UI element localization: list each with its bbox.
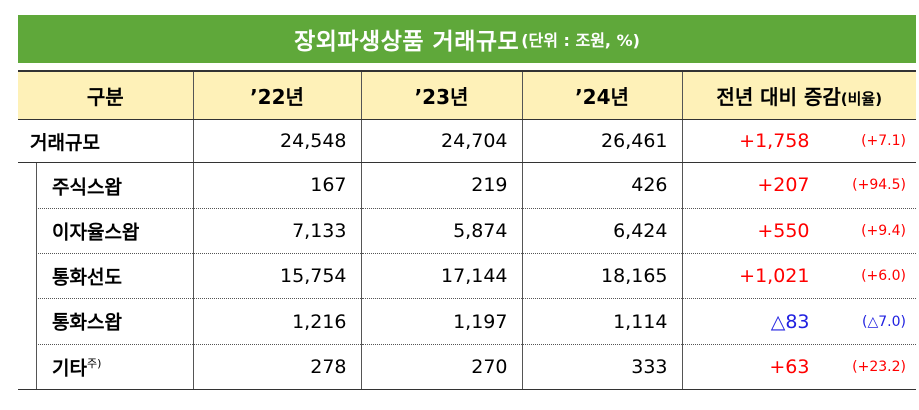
row-label: 통화선도 [52, 266, 122, 289]
table-row: 기타주) 278 270 333 +63 (+23.2) [18, 344, 916, 390]
table-row: 통화선도 15,754 17,144 18,165 +1,021 (+6.0) [18, 253, 916, 300]
cell-change: +1,758 (+7.1) [681, 119, 916, 163]
table-row-total: 거래규모 24,548 24,704 26,461 +1,758 (+7.1) [18, 119, 916, 163]
cell-2023: 270 [360, 344, 522, 390]
table-row: 주식스왑 167 219 426 +207 (+94.5) [18, 162, 916, 209]
header-row: 구분 ’22년 ’23년 ’24년 전년 대비 증감(비율) [18, 70, 916, 120]
change-value: +1,021 [739, 265, 810, 288]
row-label: 통화스왑 [52, 311, 122, 334]
header-2022: ’22년 [192, 70, 361, 120]
cell-2023: 219 [360, 162, 522, 209]
change-value: +63 [769, 355, 810, 378]
change-rate: (+9.4) [861, 222, 906, 239]
cell-2024: 6,424 [521, 208, 682, 255]
change-rate: (+6.0) [861, 268, 906, 285]
row-label-cell: 통화스왑 [18, 298, 193, 345]
cell-2022: 167 [192, 162, 361, 209]
derivatives-volume-table: 구분 ’22년 ’23년 ’24년 전년 대비 증감(비율) 거래규모 24,5… [18, 70, 916, 390]
row-label: 이자율스왑 [52, 221, 140, 244]
change-rate: (△7.0) [862, 313, 906, 330]
cell-2022: 7,133 [192, 208, 361, 255]
change-value: +550 [757, 219, 810, 242]
cell-2023: 17,144 [360, 253, 522, 300]
header-category: 구분 [18, 70, 193, 120]
cell-change: +207 (+94.5) [681, 162, 916, 209]
row-label-cell: 주식스왑 [18, 162, 193, 209]
header-change-label: 전년 대비 증감 [716, 85, 841, 109]
row-label: 거래규모 [18, 119, 193, 163]
table-row: 이자율스왑 7,133 5,874 6,424 +550 (+9.4) [18, 207, 916, 255]
row-footnote-mark: 주) [86, 357, 102, 371]
cell-2024: 1,114 [521, 298, 682, 345]
cell-2022: 24,548 [192, 119, 361, 163]
row-label: 기타 [52, 357, 87, 380]
header-change: 전년 대비 증감(비율) [681, 70, 916, 120]
row-label-wrap: 통화스왑 [36, 298, 193, 345]
table-title: 장외파생상품 거래규모 [294, 29, 520, 55]
cell-2024: 333 [521, 344, 682, 390]
cell-2022: 15,754 [192, 253, 361, 300]
row-label-wrap: 주식스왑 [36, 162, 193, 209]
cell-2024: 18,165 [521, 253, 682, 300]
cell-change: +63 (+23.2) [681, 344, 916, 390]
row-label: 주식스왑 [52, 175, 122, 198]
cell-2022: 1,216 [192, 298, 361, 345]
change-rate: (+23.2) [852, 358, 906, 375]
row-label-cell: 이자율스왑 [18, 207, 193, 255]
row-label-wrap: 기타주) [36, 344, 193, 389]
header-2023: ’23년 [360, 70, 522, 120]
row-label-wrap: 통화선도 [36, 253, 193, 300]
cell-2024: 426 [521, 162, 682, 209]
change-rate: (+94.5) [852, 177, 906, 194]
table-unit: (단위 : 조원, %) [521, 31, 640, 50]
cell-2022: 278 [192, 344, 361, 390]
cell-2023: 24,704 [360, 119, 522, 163]
header-2024: ’24년 [521, 70, 682, 120]
row-label-cell: 기타주) [18, 344, 193, 390]
cell-change: +1,021 (+6.0) [681, 253, 916, 300]
row-label-cell: 통화선도 [18, 253, 193, 300]
table-title-bar: 장외파생상품 거래규모 (단위 : 조원, %) [18, 15, 916, 63]
cell-change: +550 (+9.4) [681, 208, 916, 255]
change-value: △83 [770, 310, 810, 333]
cell-2023: 1,197 [360, 298, 522, 345]
header-change-sub: (비율) [840, 90, 883, 108]
change-rate: (+7.1) [861, 133, 906, 149]
cell-2024: 26,461 [521, 119, 682, 163]
table-row: 통화스왑 1,216 1,197 1,114 △83 (△7.0) [18, 298, 916, 345]
row-label-wrap: 이자율스왑 [36, 207, 193, 255]
cell-change: △83 (△7.0) [681, 298, 916, 345]
change-value: +1,758 [739, 130, 810, 152]
change-value: +207 [757, 174, 810, 197]
cell-2023: 5,874 [360, 208, 522, 255]
